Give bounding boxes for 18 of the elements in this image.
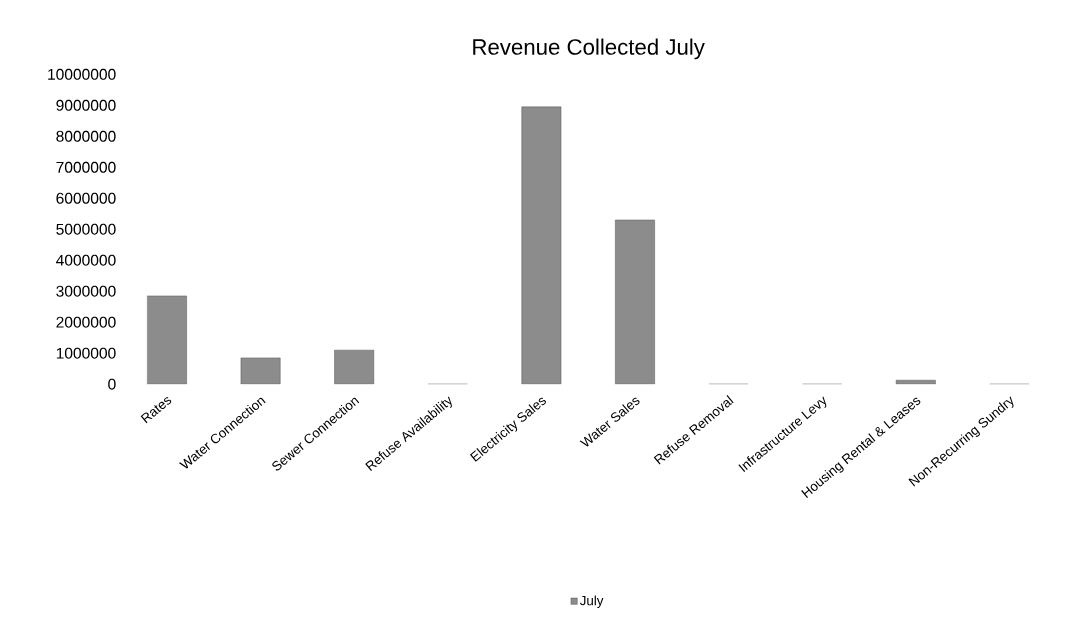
bar xyxy=(615,219,655,385)
y-tick-label: 6000000 xyxy=(56,192,116,204)
bar xyxy=(147,295,187,385)
y-tick-label: 5000000 xyxy=(56,223,116,235)
y-tick-label: 10000000 xyxy=(48,68,116,80)
y-tick-label: 0 xyxy=(108,378,116,390)
bar xyxy=(334,349,375,385)
legend-label: July xyxy=(579,595,604,608)
y-tick-label: 8000000 xyxy=(56,130,116,142)
bar xyxy=(240,357,281,385)
chart-title: Revenue Collected July xyxy=(473,38,705,60)
y-tick-label: 9000000 xyxy=(56,99,116,111)
bar xyxy=(521,106,562,385)
y-tick-label: 4000000 xyxy=(56,254,116,266)
y-tick-label: 2000000 xyxy=(56,316,116,328)
y-tick-label: 3000000 xyxy=(56,285,116,297)
y-tick-label: 1000000 xyxy=(56,347,116,359)
y-tick-label: 7000000 xyxy=(56,161,116,173)
